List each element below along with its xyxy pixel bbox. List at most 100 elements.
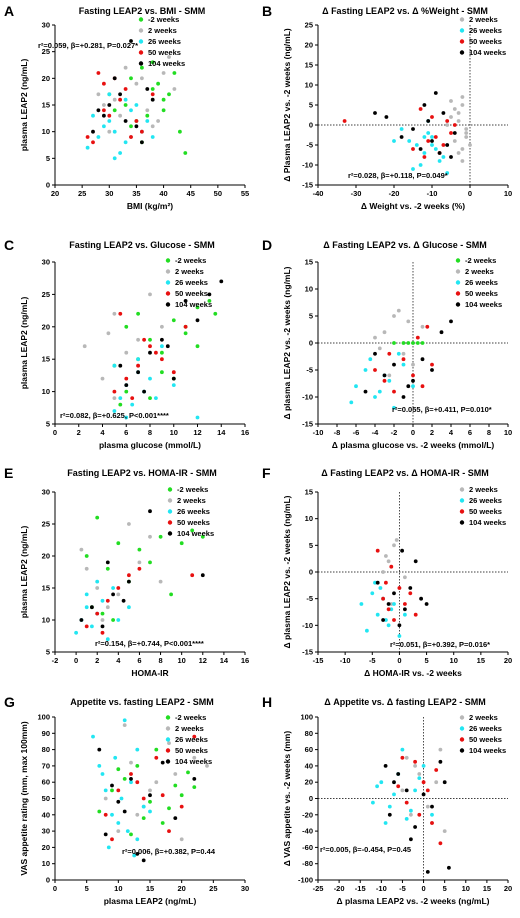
y-tick-label: 15 [42,355,50,364]
data-point [422,155,427,159]
x-tick-label: -6 [353,428,360,437]
data-point [129,124,133,129]
x-tick-label: 55 [241,189,249,198]
legend-label: 104 weeks [465,300,502,309]
data-point [156,81,161,86]
chart-title: Δ Fasting LEAP2 vs. Δ Glucose - SMM [323,240,486,250]
data-point [415,335,420,340]
data-point [148,509,152,514]
legend-marker [165,302,171,307]
data-point [397,586,402,590]
data-point [464,127,469,131]
data-point [129,772,133,776]
data-point [389,564,394,569]
data-point [445,171,450,175]
data-point [161,97,166,102]
x-tick-label: 50 [214,189,222,198]
data-point [118,151,122,155]
x-tick-label: 16 [241,656,249,665]
legend-label: 50 weeks [148,48,181,57]
data-point [118,402,123,407]
data-point [207,299,212,303]
data-point [460,159,465,163]
data-point [424,602,429,606]
x-axis-label: Δ Weight vs. -2 weeks (%) [361,201,465,211]
data-point [373,335,377,340]
legend-marker [167,509,173,514]
data-point [179,804,184,809]
data-point [403,612,407,617]
x-tick-label: 2 [95,656,99,665]
data-point [112,396,117,400]
data-point [456,151,461,155]
data-point [148,350,152,355]
x-tick-label: 14 [217,428,226,437]
data-point [200,534,205,539]
data-point [392,591,396,596]
data-point [400,788,405,793]
data-point [112,156,117,161]
data-point [123,140,128,145]
x-tick-label: 25 [78,189,86,198]
legend-marker [459,520,465,525]
data-point [183,299,188,303]
data-point [407,139,412,143]
data-point [124,350,129,355]
legend-label: 26 weeks [148,37,181,46]
data-point [401,357,406,362]
data-point [190,528,195,533]
data-point [100,376,105,381]
data-point [160,337,164,342]
data-point [368,357,373,362]
data-point [103,832,108,837]
x-tick-label: 10 [462,884,470,893]
data-point [377,389,382,394]
data-point [150,124,155,129]
data-point [150,92,155,97]
data-point [141,796,146,801]
legend-label: 50 weeks [465,289,498,298]
x-tick-label: -15 [355,884,366,893]
x-tick-label: -20 [389,189,400,198]
data-point [392,362,396,367]
data-point [84,566,89,571]
data-point [437,159,442,163]
data-point [112,363,117,368]
data-point [136,363,141,368]
data-point [100,772,105,776]
y-tick-label: 10 [305,285,313,294]
legend: 2 weeks 26 weeks 50 weeks 104 weeks [459,485,506,527]
x-tick-label: 0 [421,884,425,893]
data-point [158,579,163,584]
data-point [383,764,388,768]
data-point [156,119,161,123]
legend-marker [165,269,171,274]
chart-title: Δ Fasting LEAP2 vs. Δ %Weight - SMM [322,6,488,16]
y-tick-label: 30 [42,258,50,267]
x-tick-label: 20 [504,656,512,665]
data-point [150,97,155,102]
x-tick-label: 15 [146,884,154,893]
data-point [452,107,457,111]
data-point [160,344,164,349]
data-point [171,318,176,323]
data-point [389,607,394,612]
data-point [135,852,140,856]
data-point [126,573,131,578]
data-point [442,829,447,833]
y-tick-label: 30 [42,827,50,836]
data-point [425,324,430,329]
legend-marker [167,531,173,536]
data-point [160,821,165,825]
data-point [148,809,152,814]
x-tick-label: -5 [399,884,406,893]
data-point [434,780,439,785]
y-tick-label: 25 [42,47,50,56]
data-point [183,151,188,155]
data-point [375,580,380,585]
data-point [129,76,133,81]
data-point [195,344,200,349]
data-point [445,119,450,123]
